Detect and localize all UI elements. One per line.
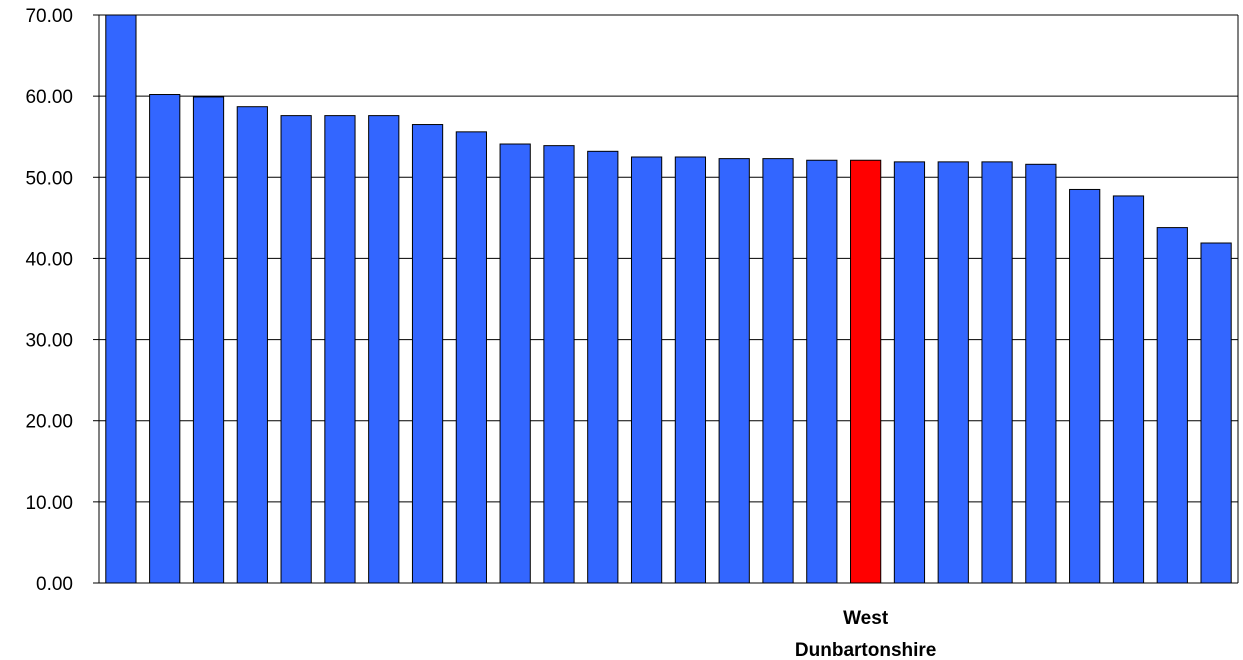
y-axis-ticks: 0.00 10.00 20.00 30.00 40.00 50.00 60.00 70.00	[25, 6, 99, 595]
bar	[1200, 242, 1232, 584]
y-tick-label: 70.00	[25, 6, 73, 27]
bar	[236, 106, 268, 584]
y-tick-label: 40.00	[25, 249, 73, 270]
bar	[587, 150, 619, 584]
y-tick-label: 0.00	[36, 574, 73, 595]
y-tick-label: 10.00	[25, 493, 73, 514]
y-tick-label: 50.00	[25, 168, 73, 189]
bar	[280, 115, 312, 584]
bar	[455, 131, 487, 584]
bar	[937, 161, 969, 584]
y-tick-label: 60.00	[25, 87, 73, 108]
x-category-label: West	[843, 608, 889, 629]
x-category-label: Dunbartonshire	[795, 640, 936, 660]
bar	[368, 115, 400, 584]
bar	[806, 159, 838, 584]
bar	[149, 94, 181, 584]
bar	[543, 145, 575, 584]
gridlines	[99, 14, 1238, 503]
bar	[1069, 188, 1101, 584]
bar	[192, 96, 225, 584]
axes	[98, 15, 1239, 584]
bar-highlighted	[850, 159, 882, 584]
bar	[718, 158, 750, 584]
bar	[1112, 195, 1145, 584]
bar	[630, 156, 663, 584]
y-tick-label: 20.00	[25, 412, 73, 433]
bar	[1025, 163, 1057, 584]
y-tick-label: 30.00	[25, 331, 73, 352]
bar	[499, 143, 531, 584]
bar	[981, 161, 1013, 584]
bar	[324, 115, 356, 584]
bars	[105, 14, 1232, 584]
bar	[762, 158, 794, 584]
x-axis-highlight-label: West Dunbartonshire	[795, 608, 936, 660]
bar	[411, 124, 444, 584]
bar	[674, 156, 707, 584]
bar	[105, 14, 137, 584]
bar	[893, 161, 926, 584]
bar	[1156, 227, 1188, 584]
